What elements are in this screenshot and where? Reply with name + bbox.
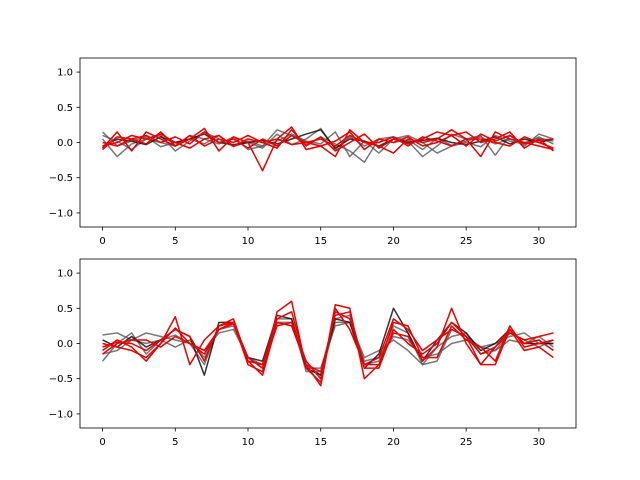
x-tick-label: 25 <box>460 437 473 448</box>
x-tick-label: 10 <box>242 236 255 247</box>
y-tick-label: 1.0 <box>57 68 73 79</box>
x-tick-label: 5 <box>172 437 178 448</box>
series-line-6 <box>102 131 554 152</box>
y-tick-label: −0.5 <box>49 374 73 385</box>
y-tick-label: 0.0 <box>57 339 73 350</box>
x-tick-label: 10 <box>242 437 255 448</box>
series-line-3 <box>102 129 554 149</box>
x-tick-label: 15 <box>314 236 327 247</box>
y-tick-label: 0.5 <box>57 103 73 114</box>
bottom-chart: 0 5 10 15 20 25 30 −1.0 −0.5 0.0 0.5 1.0 <box>49 258 577 448</box>
x-tick-label: 0 <box>99 437 105 448</box>
top-chart: 0 5 10 15 20 25 30 −1.0 −0.5 0.0 0.5 1.0 <box>49 57 577 247</box>
x-tick-label: 15 <box>314 437 327 448</box>
x-tick-label: 20 <box>387 437 400 448</box>
series-group <box>101 300 554 387</box>
series-group <box>101 126 554 172</box>
x-tick-label: 5 <box>172 236 178 247</box>
y-tick-label: −0.5 <box>49 173 73 184</box>
series-line-7 <box>102 131 554 151</box>
x-tick-label: 30 <box>533 236 546 247</box>
x-tick-label: 30 <box>533 437 546 448</box>
x-tick-label: 0 <box>99 236 105 247</box>
y-tick-label: −1.0 <box>49 208 73 219</box>
series-line-7 <box>102 311 554 380</box>
y-tick-label: −1.0 <box>49 409 73 420</box>
y-tick-label: 0.0 <box>57 138 73 149</box>
x-tick-label: 25 <box>460 236 473 247</box>
y-tick-label: 1.0 <box>57 269 73 280</box>
y-tick-label: 0.5 <box>57 304 73 315</box>
x-tick-label: 20 <box>387 236 400 247</box>
